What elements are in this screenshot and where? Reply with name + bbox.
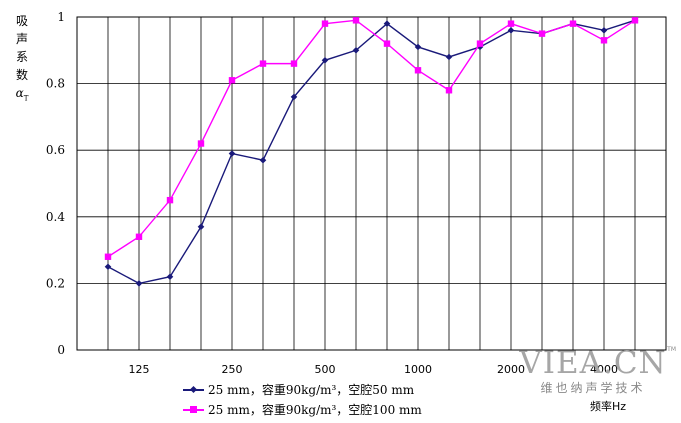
data-point-series-1 <box>445 53 453 61</box>
data-point-series-2 <box>383 40 391 47</box>
data-point-series-2 <box>507 20 515 27</box>
alpha-symbol: α <box>15 86 24 100</box>
x-tick-label: 500 <box>315 363 336 376</box>
legend-item-series-1: 25 mm，容重90kg/m³，空腔50 mm <box>183 383 422 403</box>
legend-label-series-1: 25 mm，容重90kg/m³，空腔50 mm <box>208 383 415 397</box>
data-point-series-2 <box>600 37 608 44</box>
y-tick-label: 0.8 <box>46 77 65 91</box>
data-point-series-1 <box>197 223 205 231</box>
y-tick-label: 1 <box>57 10 65 24</box>
square-marker-icon <box>190 406 197 413</box>
data-point-series-2 <box>321 20 329 27</box>
data-point-series-1 <box>352 47 360 54</box>
data-point-series-2 <box>569 20 577 27</box>
data-point-series-1 <box>414 43 422 51</box>
y-tick-label: 0 <box>57 343 65 357</box>
data-point-series-2 <box>476 40 484 47</box>
data-point-series-2 <box>197 140 205 147</box>
y-axis-label-char-3: 系 <box>15 50 28 64</box>
data-point-series-2 <box>352 17 360 24</box>
x-tick-label: 125 <box>129 363 150 376</box>
legend-label-series-2: 25 mm，容重90kg/m³，空腔100 mm <box>208 403 422 417</box>
watermark-main: VIEA.CN <box>519 345 667 381</box>
y-axis-label: 吸 声 系 数 αT <box>14 12 30 107</box>
data-point-series-1 <box>321 56 329 64</box>
data-point-series-1 <box>600 27 608 34</box>
series-line-1 <box>107 19 636 285</box>
y-axis-label-char-2: 声 <box>15 32 28 46</box>
x-axis-label: 频率Hz <box>590 400 627 413</box>
data-point-series-2 <box>259 60 267 67</box>
viea-watermark-logo: VIEA.CN TM 维也纳声学技术 <box>518 345 676 396</box>
y-axis-label-char-1: 吸 <box>15 14 28 28</box>
data-point-series-2 <box>135 233 143 240</box>
data-point-series-1 <box>104 263 112 271</box>
data-point-series-1 <box>290 93 298 101</box>
y-axis-symbol: αT <box>14 84 30 107</box>
data-point-series-2 <box>228 77 236 84</box>
data-point-series-1 <box>228 150 236 157</box>
x-tick-label: 2000 <box>497 363 525 376</box>
x-tick-label: 4000 <box>590 363 618 376</box>
legend: 25 mm，容重90kg/m³，空腔50 mm 25 mm，容重90kg/m³，… <box>183 383 422 423</box>
x-tick-label: 250 <box>222 363 243 376</box>
data-point-series-1 <box>135 280 143 287</box>
data-point-series-1 <box>259 156 267 164</box>
data-point-series-2 <box>445 87 453 94</box>
data-point-series-2 <box>414 67 422 74</box>
y-axis-label-char-4: 数 <box>15 68 28 82</box>
y-tick-label: 0.6 <box>46 143 65 157</box>
x-tick-label: 1000 <box>404 363 432 376</box>
data-point-series-2 <box>290 60 298 67</box>
data-point-series-1 <box>166 273 174 281</box>
data-point-series-2 <box>104 253 112 260</box>
plot-frame <box>76 16 667 351</box>
diamond-marker-icon <box>189 385 198 394</box>
watermark-sub: 维也纳声学技术 <box>540 381 646 395</box>
alpha-subscript: T <box>23 94 29 103</box>
y-tick-label: 0.2 <box>46 276 65 290</box>
data-point-series-2 <box>631 17 639 24</box>
legend-item-series-2: 25 mm，容重90kg/m³，空腔100 mm <box>183 403 422 423</box>
data-point-series-1 <box>507 27 515 34</box>
data-point-series-2 <box>538 30 546 37</box>
watermark-tm: TM <box>667 346 676 353</box>
data-point-series-1 <box>383 20 391 27</box>
data-point-series-2 <box>166 196 174 204</box>
y-tick-label: 0.4 <box>46 210 65 224</box>
series-line-2 <box>107 19 636 258</box>
